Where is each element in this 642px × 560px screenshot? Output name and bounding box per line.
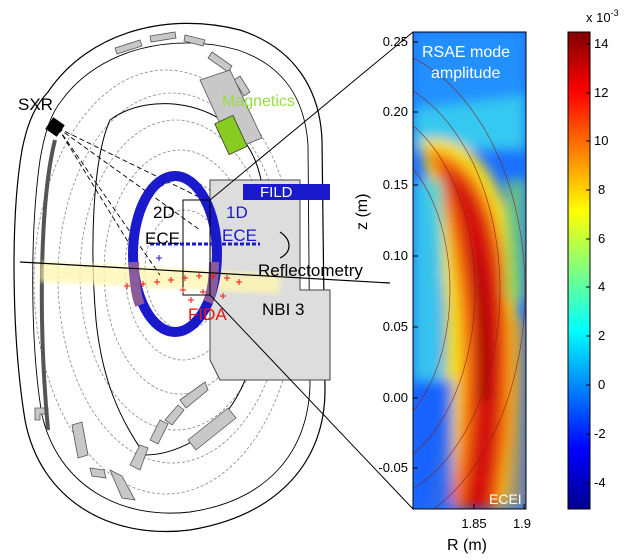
reflectometry-arc — [279, 231, 290, 259]
y-tick: 0.10 — [383, 248, 408, 263]
ece1d-label-top: 1D — [226, 203, 248, 222]
fida-label: FIDA — [188, 305, 227, 324]
ece2d-label-top: 2D — [153, 203, 175, 222]
ecei-heatmap: RSAE mode amplitude ECEI 0.25 0.20 0.15 … — [354, 31, 531, 554]
y-tick: 0.25 — [383, 34, 408, 49]
y-tick: -0.05 — [378, 460, 408, 475]
cb-tick: 14 — [594, 36, 608, 51]
colorbar-multiplier-base: x 10 — [586, 10, 611, 25]
cb-tick: -4 — [594, 475, 606, 490]
x-tick: 1.9 — [513, 516, 531, 531]
heatmap-title-line2: amplitude — [431, 65, 500, 82]
fild-label: FILD — [260, 184, 293, 201]
ece-marker — [156, 255, 162, 261]
ece-ring-overlap — [129, 261, 145, 307]
y-tick: 0.00 — [383, 390, 408, 405]
ece2d-box — [182, 199, 211, 296]
y-tick: 0.05 — [383, 319, 408, 334]
nbi-line — [19, 261, 391, 284]
y-tick: 0.15 — [383, 177, 408, 192]
cb-tick: 0 — [598, 377, 605, 392]
cb-tick: 8 — [598, 182, 605, 197]
inner-vessel — [32, 42, 311, 514]
heatmap-contours — [413, 57, 526, 509]
x-tick: 1.85 — [461, 516, 486, 531]
cb-tick: 10 — [594, 133, 608, 148]
cb-tick: 2 — [598, 328, 605, 343]
cb-tick: 6 — [598, 231, 605, 246]
colorbar-multiplier-exp: -3 — [611, 8, 619, 18]
reflectometry-label: Reflectometry — [258, 261, 363, 280]
ece2d-label-bottom: ECE — [145, 229, 180, 248]
ece1d-label-bottom: ECE — [222, 226, 257, 245]
sxr-sightlines — [57, 127, 206, 276]
sxr-label: SXR — [18, 95, 53, 114]
magnetics-probe — [214, 114, 248, 156]
heatmap-y-label: z (m) — [354, 194, 371, 230]
fild-bar — [243, 184, 330, 200]
heatmap-x-axis: 1.85 1.9 — [461, 516, 531, 531]
tokamak-cross-section: SXR Magnetics FILD 2D ECE 1D ECE Reflect… — [13, 22, 414, 533]
ece-ring — [128, 171, 222, 337]
cb-tick: -2 — [594, 426, 606, 441]
cb-tick: 12 — [594, 85, 608, 100]
cb-tick: 4 — [598, 279, 605, 294]
neutral-beam — [39, 261, 281, 295]
colorbar-ticks: 14 12 10 8 6 4 2 0 -2 -4 — [594, 36, 608, 490]
y-tick: 0.20 — [383, 104, 408, 119]
colorbar-multiplier: x 10-3 — [586, 8, 619, 25]
colorbar: 14 12 10 8 6 4 2 0 -2 -4 x 10-3 — [567, 8, 619, 510]
heatmap-x-label: R (m) — [447, 537, 487, 554]
fida-points — [124, 273, 242, 303]
zoom-line-bottom — [209, 294, 414, 510]
magnetics-label: Magnetics — [222, 93, 295, 110]
sxr-detector — [45, 117, 65, 137]
ecei-label: ECEI — [489, 491, 522, 507]
nbi-label: NBI 3 — [262, 300, 305, 319]
zoom-line-top — [209, 31, 414, 201]
heatmap-title-line1: RSAE mode — [422, 44, 510, 61]
heatmap-y-axis: 0.25 0.20 0.15 0.10 0.05 0.00 -0.05 — [378, 34, 408, 475]
